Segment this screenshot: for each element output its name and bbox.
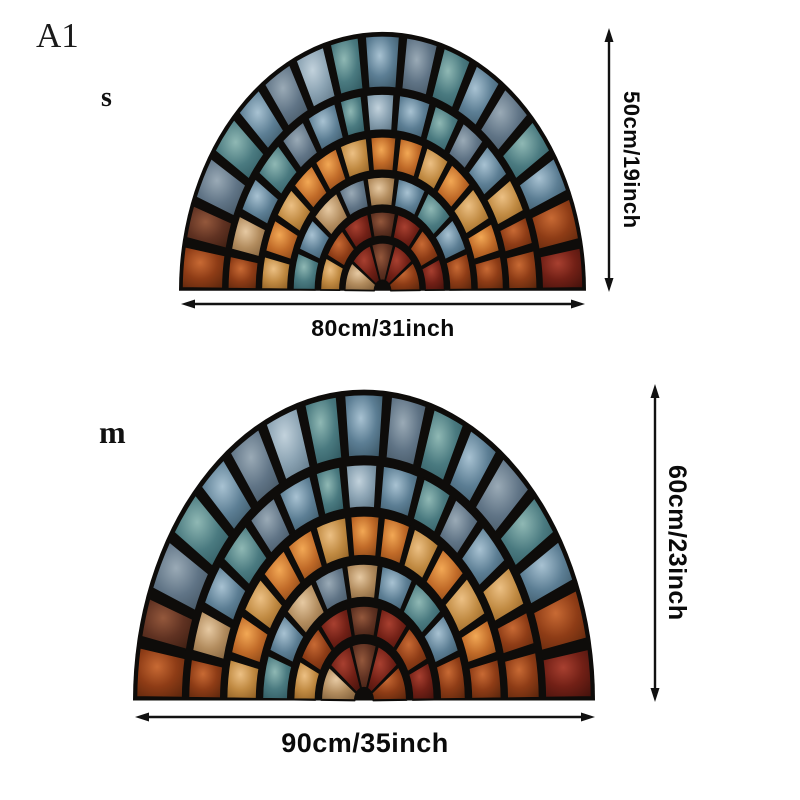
size-label-small: s [101, 82, 112, 113]
mosaic-mat-small [179, 31, 586, 292]
size-label-medium: m [99, 414, 126, 450]
height-label-small: 50cm/19inch [619, 91, 644, 229]
width-label-small: 80cm/31inch [311, 315, 455, 341]
height-dimension-arrow-small [604, 28, 614, 292]
width-dimension-arrow-small [181, 299, 585, 309]
height-dimension-arrow-medium [650, 384, 660, 702]
mosaic-mat-medium [133, 389, 595, 702]
width-dimension-arrow-medium [135, 712, 595, 722]
height-label-medium: 60cm/23inch [663, 465, 691, 621]
width-label-medium: 90cm/35inch [281, 728, 449, 758]
variant-label: A1 [36, 16, 79, 55]
